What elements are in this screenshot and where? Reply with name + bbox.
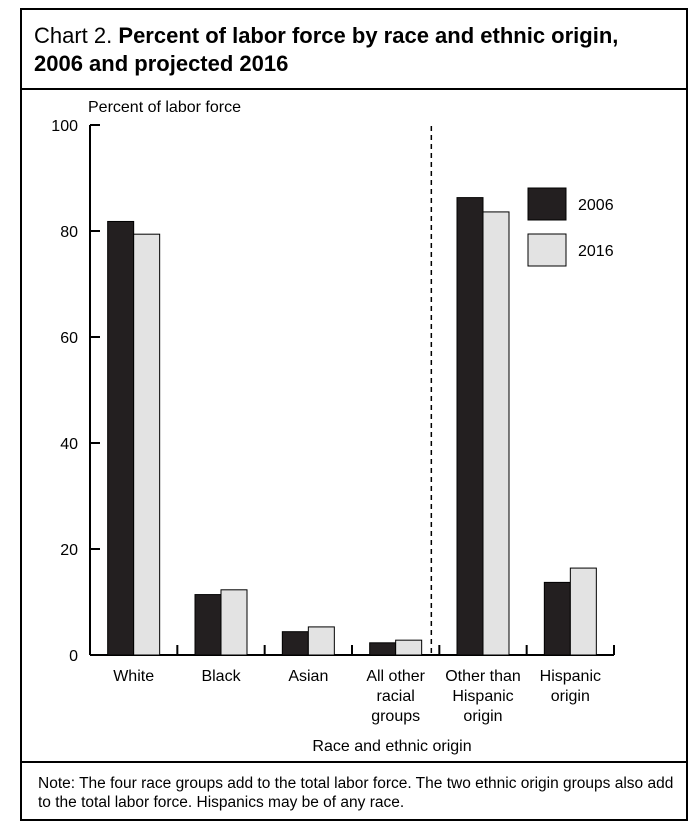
bar-2016 xyxy=(396,640,422,655)
x-tick-label: White xyxy=(113,668,154,685)
y-tick-label: 60 xyxy=(60,330,78,347)
bar-2016 xyxy=(308,627,334,655)
x-tick-label: Other than xyxy=(445,668,521,685)
bar-2006 xyxy=(282,632,308,655)
x-tick-label: racial xyxy=(377,688,415,705)
bar-2016 xyxy=(483,212,509,655)
legend-swatch-2016 xyxy=(528,234,566,266)
bar-2016 xyxy=(570,568,596,655)
legend-label-2006: 2006 xyxy=(578,197,614,214)
x-tick-label: origin xyxy=(463,708,502,725)
legend-swatch-2006 xyxy=(528,188,566,220)
bar-2006 xyxy=(370,643,396,655)
chart-note: Note: The four race groups add to the to… xyxy=(38,774,678,812)
x-tick-label: groups xyxy=(371,708,420,725)
note-rule xyxy=(20,761,688,763)
y-tick-label: 0 xyxy=(69,648,78,665)
y-tick-label: 100 xyxy=(51,118,78,135)
bar-2006 xyxy=(108,221,134,655)
x-tick-label: Hispanic xyxy=(540,668,601,685)
y-tick-label: 80 xyxy=(60,224,78,241)
x-axis-label: Race and ethnic origin xyxy=(312,738,471,755)
bar-2006 xyxy=(544,582,570,655)
legend-label-2016: 2016 xyxy=(578,243,614,260)
bar-2016 xyxy=(221,590,247,655)
x-tick-label: origin xyxy=(551,688,590,705)
x-tick-label: All other xyxy=(366,668,425,685)
bar-2006 xyxy=(195,595,221,655)
y-tick-label: 40 xyxy=(60,436,78,453)
bar-2016 xyxy=(134,234,160,655)
x-tick-label: Asian xyxy=(288,668,328,685)
x-tick-label: Black xyxy=(201,668,241,685)
y-axis-label: Percent of labor force xyxy=(88,99,241,116)
x-tick-label: Hispanic xyxy=(452,688,513,705)
y-tick-label: 20 xyxy=(60,542,78,559)
bar-2006 xyxy=(457,198,483,655)
